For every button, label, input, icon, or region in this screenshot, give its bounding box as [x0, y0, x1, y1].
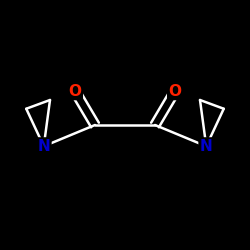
Text: N: N [38, 139, 50, 154]
Text: O: O [168, 84, 181, 99]
Text: N: N [200, 139, 212, 154]
Text: O: O [168, 84, 181, 99]
Text: N: N [38, 139, 50, 154]
Text: N: N [200, 139, 212, 154]
Text: O: O [68, 84, 82, 99]
Text: O: O [68, 84, 82, 99]
